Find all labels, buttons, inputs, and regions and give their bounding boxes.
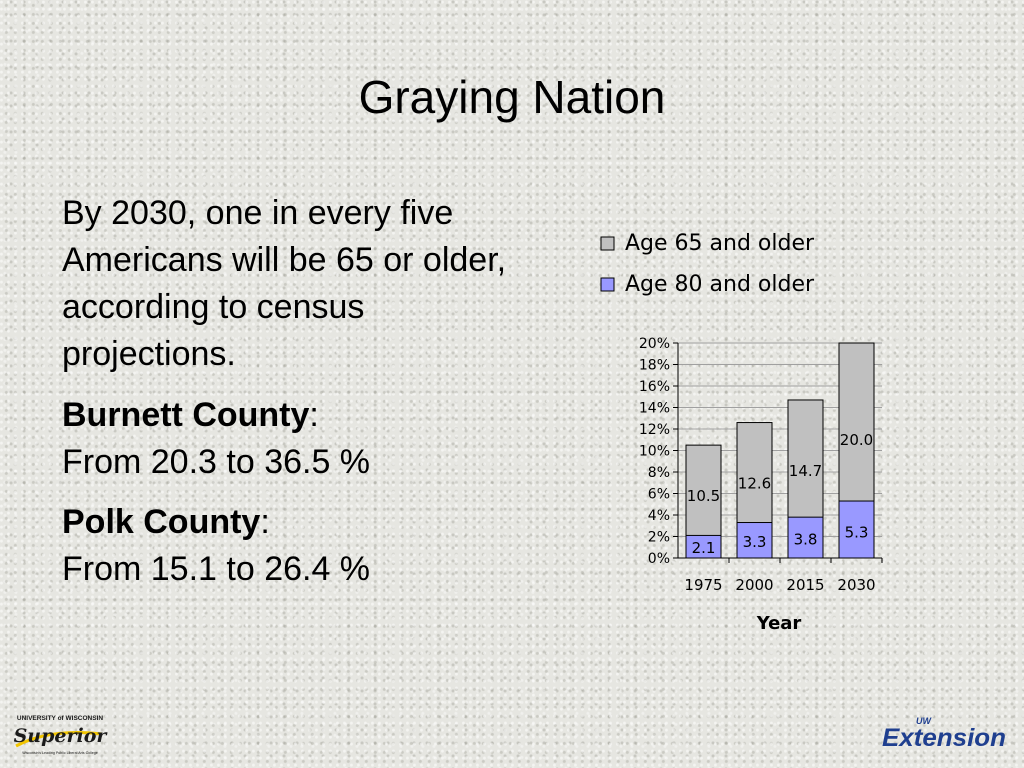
intro-text: By 2030, one in every five Americans wil… — [62, 194, 507, 373]
legend-label: Age 65 and older — [625, 231, 815, 256]
uw-extension-logo: UW Extension — [882, 716, 1006, 752]
county-name: Burnett County — [62, 395, 310, 434]
bar-age-80 — [838, 500, 875, 559]
county-colon: : — [309, 395, 319, 434]
y-tick-label: 16% — [639, 379, 670, 395]
county-range: From 15.1 to 26.4 % — [62, 550, 371, 589]
y-tick-label: 14% — [639, 401, 670, 417]
y-tick-label: 18% — [639, 358, 670, 374]
population-bar-chart: Age 65 and older Age 80 and older 0% 2% 4% 6… — [600, 231, 883, 634]
logo-swoosh-icon — [15, 731, 103, 748]
slide-text: By 2030, one in every five Americans wil… — [62, 190, 522, 607]
logo-tagline: Wisconsin's Leading Public Liberal Arts … — [22, 751, 98, 755]
x-tick-label: 1975 — [684, 576, 722, 594]
data-label: 3.8 — [794, 531, 818, 549]
x-tick-label: 2015 — [786, 576, 824, 594]
bar-age-80 — [736, 522, 773, 559]
y-tick-label: 10% — [639, 444, 670, 460]
chart-bars: 10.5 2.1 12.6 3.3 14.7 3.8 20.0 5.3 — [685, 342, 875, 559]
x-axis-label: Year — [756, 613, 802, 634]
y-tick-label: 6% — [648, 487, 670, 503]
x-tick-label: 2030 — [837, 576, 875, 594]
bar-age-80 — [787, 516, 824, 559]
legend-label: Age 80 and older — [625, 272, 815, 297]
county-range: From 20.3 to 36.5 % — [62, 442, 371, 481]
county-heading: Burnett County: — [62, 392, 522, 439]
logo-uw-text: UW — [916, 716, 932, 726]
logo-extension-text: Extension — [882, 724, 1006, 752]
logo-university-text: UNIVERSITY of WISCONSIN — [17, 715, 103, 722]
data-label: 5.3 — [845, 523, 869, 541]
y-tick-label: 12% — [639, 422, 670, 438]
x-tick-label: 2000 — [735, 576, 773, 594]
uw-superior-logo: UNIVERSITY of WISCONSIN Superior Wiscons… — [14, 715, 109, 755]
y-tick-label: 20% — [639, 336, 670, 352]
slide-title: Graying Nation — [358, 71, 666, 123]
county-colon: : — [260, 503, 270, 542]
y-axis: 0% 2% 4% 6% 8% 10% 12% 14% 16% 18% 20% — [639, 336, 679, 567]
data-label: 10.5 — [687, 487, 720, 505]
data-label: 12.6 — [738, 475, 771, 493]
legend-swatch — [600, 236, 615, 251]
data-label: 3.3 — [743, 533, 767, 551]
data-label: 2.1 — [692, 539, 716, 557]
county-name: Polk County — [62, 503, 261, 542]
y-tick-label: 0% — [648, 551, 670, 567]
y-tick-label: 4% — [648, 508, 670, 524]
y-tick-label: 8% — [648, 465, 670, 481]
legend-swatch — [600, 277, 615, 292]
y-tick-label: 2% — [648, 530, 670, 546]
county-heading: Polk County: — [62, 499, 522, 546]
logo-superior-script: Superior — [14, 725, 109, 747]
data-label: 14.7 — [789, 462, 822, 480]
chart-legend: Age 65 and older Age 80 and older — [600, 231, 815, 297]
data-label: 20.0 — [840, 431, 873, 449]
x-axis: 1975 2000 2015 2030 — [678, 557, 883, 594]
